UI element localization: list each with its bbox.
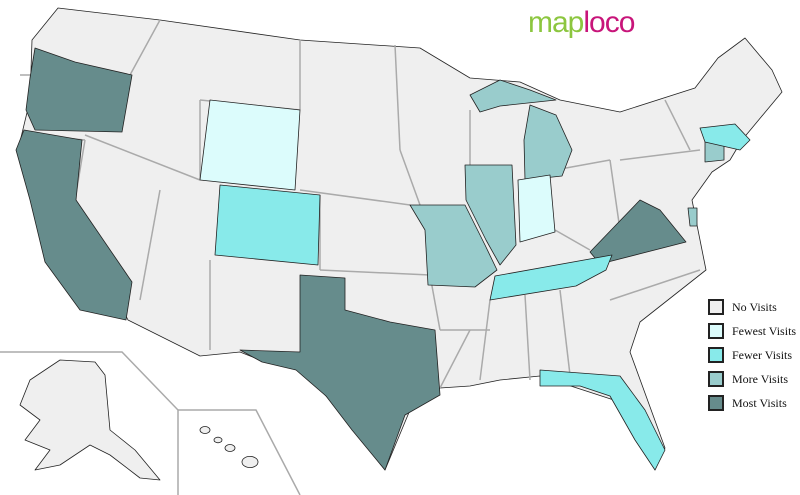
state-hawaii-island	[224, 444, 236, 452]
state-border	[559, 289, 571, 376]
state-border	[84, 134, 201, 181]
state-border	[554, 229, 591, 251]
state-alaska	[19, 359, 161, 481]
legend-label: Most Visits	[732, 395, 787, 410]
state-michigan	[523, 104, 573, 181]
legend: No Visits Fewest Visits Fewer Visits More V…	[708, 295, 796, 415]
legend-item: Most Visits	[708, 391, 796, 415]
state-border	[299, 189, 411, 206]
state-border	[399, 149, 421, 206]
hawaii-inset-border	[178, 409, 301, 495]
legend-swatch	[708, 371, 724, 387]
state-missouri	[409, 204, 498, 288]
legend-label: Fewest Visits	[732, 323, 797, 338]
legend-label: Fewer Visits	[732, 347, 793, 362]
state-florida	[539, 369, 666, 471]
state-oregon	[25, 47, 133, 133]
legend-item: No Visits	[708, 295, 796, 319]
legend-swatch	[708, 299, 724, 315]
state-wyoming	[199, 99, 301, 191]
state-california	[15, 129, 133, 321]
state-border	[524, 294, 531, 381]
state-massachusetts	[699, 123, 751, 151]
state-border	[619, 149, 701, 161]
state-border	[319, 269, 431, 276]
state-texas	[239, 274, 441, 471]
state-illinois	[464, 164, 517, 266]
state-tennessee	[489, 254, 613, 301]
legend-swatch	[708, 347, 724, 363]
state-border	[479, 299, 491, 381]
state-border	[609, 159, 621, 231]
state-hawaii-island	[241, 455, 259, 468]
state-border	[394, 44, 401, 151]
state-border	[609, 269, 701, 301]
legend-item: More Visits	[708, 367, 796, 391]
alaska-inset-border	[0, 351, 179, 495]
state-border	[139, 189, 161, 301]
state-colorado	[214, 184, 321, 266]
legend-item: Fewer Visits	[708, 343, 796, 367]
state-border	[129, 19, 161, 76]
legend-label: More Visits	[732, 371, 789, 386]
legend-swatch	[708, 323, 724, 339]
legend-swatch	[708, 395, 724, 411]
maploco-logo: maploco	[528, 6, 635, 39]
state-indiana	[517, 174, 556, 243]
state-hawaii-island	[199, 426, 211, 434]
state-border	[439, 329, 471, 389]
state-hawaii-island	[213, 436, 223, 444]
state-border	[664, 99, 691, 151]
state-michigan-upper	[469, 79, 557, 113]
legend-label: No Visits	[732, 299, 777, 314]
state-delaware	[687, 207, 698, 227]
legend-item: Fewest Visits	[708, 319, 796, 343]
